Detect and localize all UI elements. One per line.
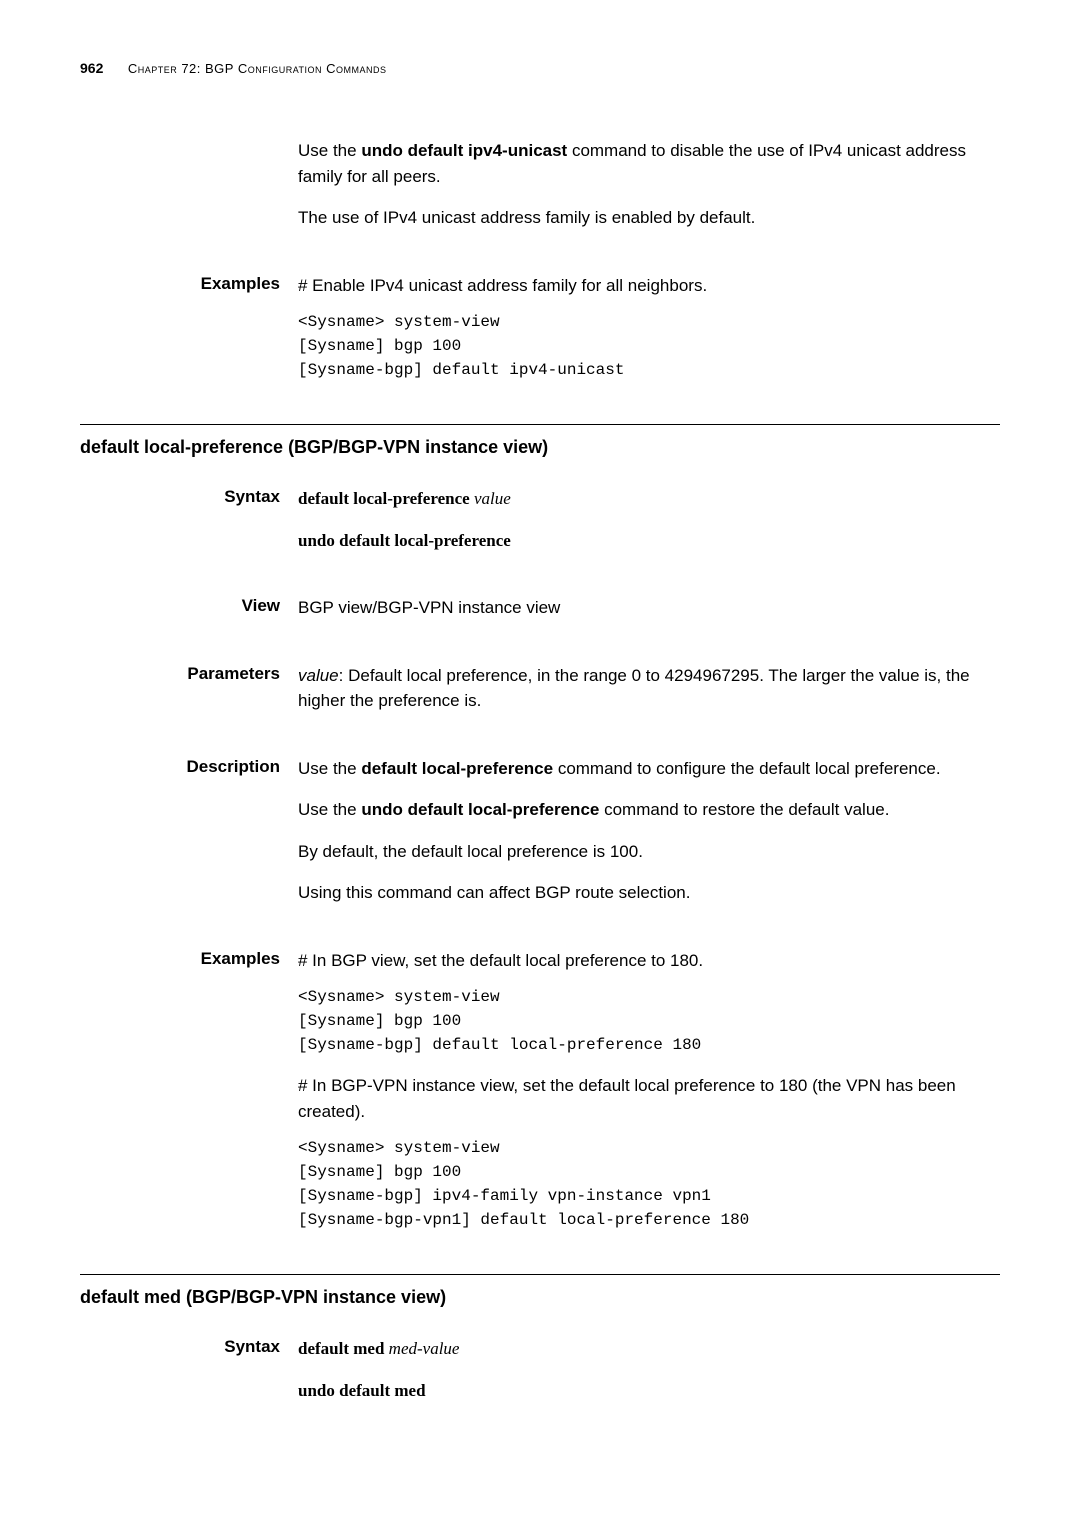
syntax-block-1: Syntax default local-preference value un… <box>80 486 1000 569</box>
examples-content: # Enable IPv4 unicast address family for… <box>298 273 1000 399</box>
text: Use the <box>298 800 361 819</box>
code-block: <Sysname> system-view [Sysname] bgp 100 … <box>298 310 1000 382</box>
parameters-label: Parameters <box>80 663 298 684</box>
syntax-label-2: Syntax <box>80 1336 298 1357</box>
syntax-content: default local-preference value undo defa… <box>298 486 1000 569</box>
description-label: Description <box>80 756 298 777</box>
command-name: undo default ipv4-unicast <box>361 141 567 160</box>
examples-block-2: Examples # In BGP view, set the default … <box>80 948 1000 1249</box>
section-title-2: default med (BGP/BGP-VPN instance view) <box>80 1287 1000 1308</box>
examples-block-1: Examples # Enable IPv4 unicast address f… <box>80 273 1000 399</box>
intro-block: Use the undo default ipv4-unicast comman… <box>80 138 1000 247</box>
view-label: View <box>80 595 298 616</box>
section-title-1: default local-preference (BGP/BGP-VPN in… <box>80 437 1000 458</box>
text: Use the <box>298 759 361 778</box>
text: command to restore the default value. <box>599 800 889 819</box>
view-block: View BGP view/BGP-VPN instance view <box>80 595 1000 637</box>
syntax-block-2: Syntax default med med-value undo defaul… <box>80 1336 1000 1419</box>
param: med-value <box>384 1339 459 1358</box>
view-content: BGP view/BGP-VPN instance view <box>298 595 1000 637</box>
param: value <box>470 489 511 508</box>
syntax2-line2: undo default med <box>298 1378 1000 1404</box>
section-divider-2 <box>80 1274 1000 1275</box>
parameters-block: Parameters value: Default local preferen… <box>80 663 1000 730</box>
param-desc: : Default local preference, in the range… <box>298 666 970 711</box>
examples-label-2: Examples <box>80 948 298 969</box>
intro-content: Use the undo default ipv4-unicast comman… <box>298 138 1000 247</box>
examples-content-2: # In BGP view, set the default local pre… <box>298 948 1000 1249</box>
param-text: value: Default local preference, in the … <box>298 663 1000 714</box>
intro-p1: Use the undo default ipv4-unicast comman… <box>298 138 1000 189</box>
description-content: Use the default local-preference command… <box>298 756 1000 922</box>
page-header: 962 Chapter 72: BGP Configuration Comman… <box>80 60 1000 78</box>
cmd: default med <box>298 1339 384 1358</box>
desc-p2: Use the undo default local-preference co… <box>298 797 1000 823</box>
syntax-label: Syntax <box>80 486 298 507</box>
examples-label: Examples <box>80 273 298 294</box>
document-page: 962 Chapter 72: BGP Configuration Comman… <box>0 0 1080 1517</box>
parameters-content: value: Default local preference, in the … <box>298 663 1000 730</box>
example-desc-1: # In BGP view, set the default local pre… <box>298 948 1000 974</box>
param-name: value <box>298 666 339 685</box>
example-desc: # Enable IPv4 unicast address family for… <box>298 273 1000 299</box>
empty-label <box>80 138 298 139</box>
example-desc-2: # In BGP-VPN instance view, set the defa… <box>298 1073 1000 1124</box>
desc-p4: Using this command can affect BGP route … <box>298 880 1000 906</box>
intro-p2: The use of IPv4 unicast address family i… <box>298 205 1000 231</box>
text: Use the <box>298 141 361 160</box>
text: command to configure the default local p… <box>553 759 940 778</box>
syntax-line2: undo default local-preference <box>298 528 1000 554</box>
page-number: 962 <box>80 60 103 76</box>
view-text: BGP view/BGP-VPN instance view <box>298 595 1000 621</box>
section-divider <box>80 424 1000 425</box>
desc-p3: By default, the default local preference… <box>298 839 1000 865</box>
syntax-content-2: default med med-value undo default med <box>298 1336 1000 1419</box>
code-block-2: <Sysname> system-view [Sysname] bgp 100 … <box>298 1136 1000 1232</box>
code-block-1: <Sysname> system-view [Sysname] bgp 100 … <box>298 985 1000 1057</box>
cmd: default local-preference <box>298 489 470 508</box>
description-block: Description Use the default local-prefer… <box>80 756 1000 922</box>
syntax2-line1: default med med-value <box>298 1336 1000 1362</box>
cmd: undo default local-preference <box>361 800 599 819</box>
cmd: default local-preference <box>361 759 553 778</box>
syntax-line1: default local-preference value <box>298 486 1000 512</box>
chapter-title: Chapter 72: BGP Configuration Commands <box>128 61 387 76</box>
desc-p1: Use the default local-preference command… <box>298 756 1000 782</box>
